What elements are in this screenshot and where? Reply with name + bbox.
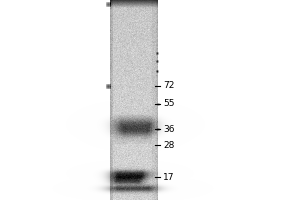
Text: 36: 36: [163, 124, 175, 134]
Text: 55: 55: [163, 99, 175, 108]
Text: 28: 28: [163, 140, 174, 150]
Text: 17: 17: [163, 172, 175, 182]
Text: 72: 72: [163, 82, 174, 90]
